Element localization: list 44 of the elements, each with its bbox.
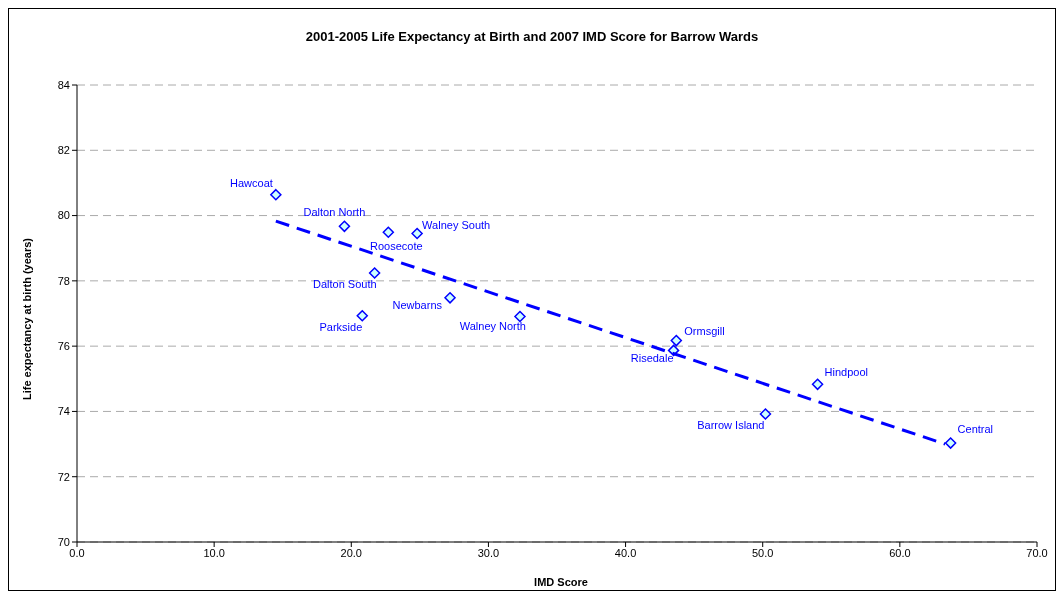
- annotation: Barrow Island: [697, 419, 765, 432]
- annotation: Risedale: [630, 352, 674, 365]
- x-tick-label: 10.0: [203, 546, 225, 559]
- annotation: Walney North: [459, 320, 526, 333]
- y-tick-label: 82: [57, 144, 70, 157]
- x-tick-label: 70.0: [1026, 546, 1048, 559]
- annotation: Dalton North: [303, 206, 366, 219]
- y-tick-label: 70: [57, 535, 70, 548]
- annotation: Hindpool: [824, 366, 868, 379]
- x-tick-label: 20.0: [340, 546, 362, 559]
- annotation: Central: [957, 423, 994, 436]
- x-axis-title: IMD Score: [533, 576, 589, 588]
- point: [356, 310, 369, 322]
- annotation: Dalton South: [312, 278, 377, 291]
- x-tick-label: 40.0: [614, 546, 637, 559]
- point: [444, 292, 456, 304]
- point: [270, 188, 282, 201]
- x-tick-label: 0.0: [69, 546, 85, 559]
- y-tick-label: 72: [57, 470, 70, 483]
- annotation: Hawcoat: [230, 176, 273, 189]
- chart-title: 2001-2005 Life Expectancy at Birth and 2007 IMD Score for Barrow Wards: [304, 29, 760, 44]
- y-tick-label: 78: [57, 274, 70, 287]
- point: [944, 437, 957, 449]
- point: [811, 378, 824, 391]
- point: [670, 334, 683, 347]
- y-tick-label: 84: [57, 78, 70, 91]
- point: [411, 227, 423, 240]
- y-tick-label: 76: [57, 340, 70, 353]
- annotation: Roosecote: [370, 240, 423, 253]
- point: [759, 408, 772, 420]
- x-tick-label: 60.0: [889, 546, 911, 559]
- point: [382, 226, 395, 238]
- point: [368, 267, 381, 279]
- y-tick-label: 80: [57, 209, 70, 222]
- annotation: Newbarns: [392, 298, 443, 311]
- x-tick-label: 30.0: [477, 546, 500, 559]
- x-tick-label: 50.0: [752, 546, 774, 559]
- y-tick-label: 74: [57, 405, 70, 418]
- y-axis-title: Life expectancy at birth (years): [21, 237, 33, 401]
- annotation: Parkside: [319, 320, 363, 333]
- annotation: Walney South: [422, 218, 491, 231]
- point: [338, 220, 351, 233]
- annotation: Ormsgill: [684, 324, 725, 337]
- point: [514, 310, 526, 323]
